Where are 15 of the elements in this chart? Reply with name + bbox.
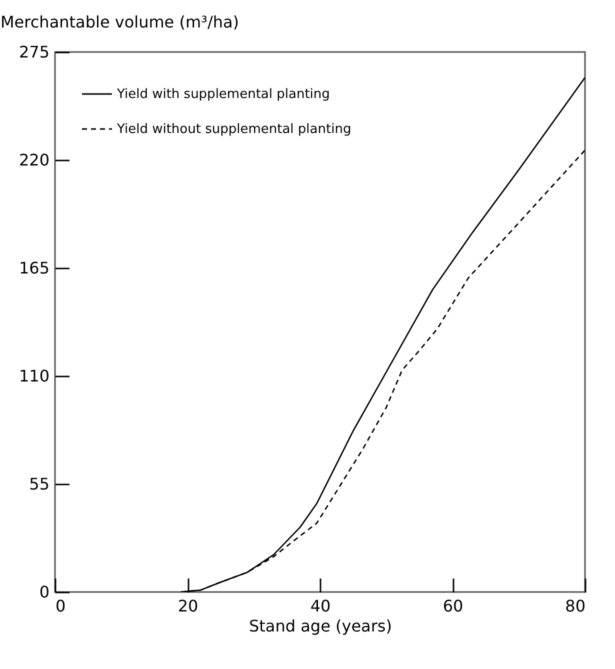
x-tick-label: 60 bbox=[442, 596, 464, 616]
y-tick-label: 55 bbox=[29, 474, 50, 494]
y-tick-label: 110 bbox=[18, 366, 50, 386]
x-tick-label: 20 bbox=[178, 596, 198, 616]
y-tick-label: 165 bbox=[18, 258, 50, 278]
y-tick-label: 220 bbox=[18, 150, 50, 170]
legend-label: Yield without supplemental planting bbox=[116, 122, 352, 137]
legend-label: Yield with supplemental planting bbox=[116, 87, 330, 102]
x-axis-title: Stand age (years) bbox=[248, 616, 392, 636]
y-tick-label: 0 bbox=[39, 582, 50, 602]
y-tick-label: 275 bbox=[18, 42, 50, 62]
y-axis-title: Merchantable volume (m³/ha) bbox=[0, 12, 240, 32]
x-tick-label: 40 bbox=[310, 596, 331, 616]
x-tick-label: 80 bbox=[565, 596, 586, 616]
x-tick-label: 0 bbox=[56, 596, 66, 616]
